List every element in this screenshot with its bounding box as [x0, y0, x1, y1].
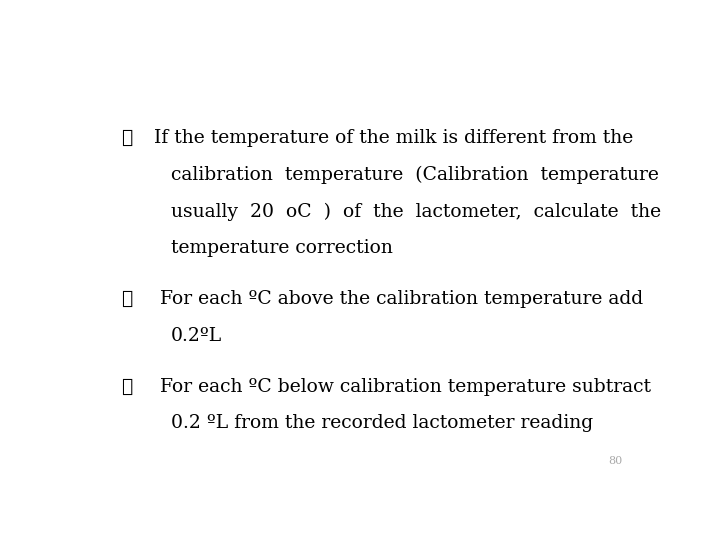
Text: ❖: ❖	[121, 290, 132, 308]
Text: 0.2ºL: 0.2ºL	[171, 327, 222, 345]
Text: If the temperature of the milk is different from the: If the temperature of the milk is differ…	[154, 129, 634, 147]
Text: temperature correction: temperature correction	[171, 239, 393, 257]
Text: For each ºC above the calibration temperature add: For each ºC above the calibration temper…	[154, 290, 643, 308]
Text: 0.2 ºL from the recorded lactometer reading: 0.2 ºL from the recorded lactometer read…	[171, 415, 593, 433]
Text: ❖: ❖	[121, 378, 132, 396]
Text: 80: 80	[608, 456, 623, 466]
Text: usually  20  oC  )  of  the  lactometer,  calculate  the: usually 20 oC ) of the lactometer, calcu…	[171, 202, 661, 221]
Text: ❖: ❖	[121, 129, 132, 147]
Text: calibration  temperature  (Calibration  temperature: calibration temperature (Calibration tem…	[171, 166, 659, 184]
Text: For each ºC below calibration temperature subtract: For each ºC below calibration temperatur…	[154, 378, 651, 396]
